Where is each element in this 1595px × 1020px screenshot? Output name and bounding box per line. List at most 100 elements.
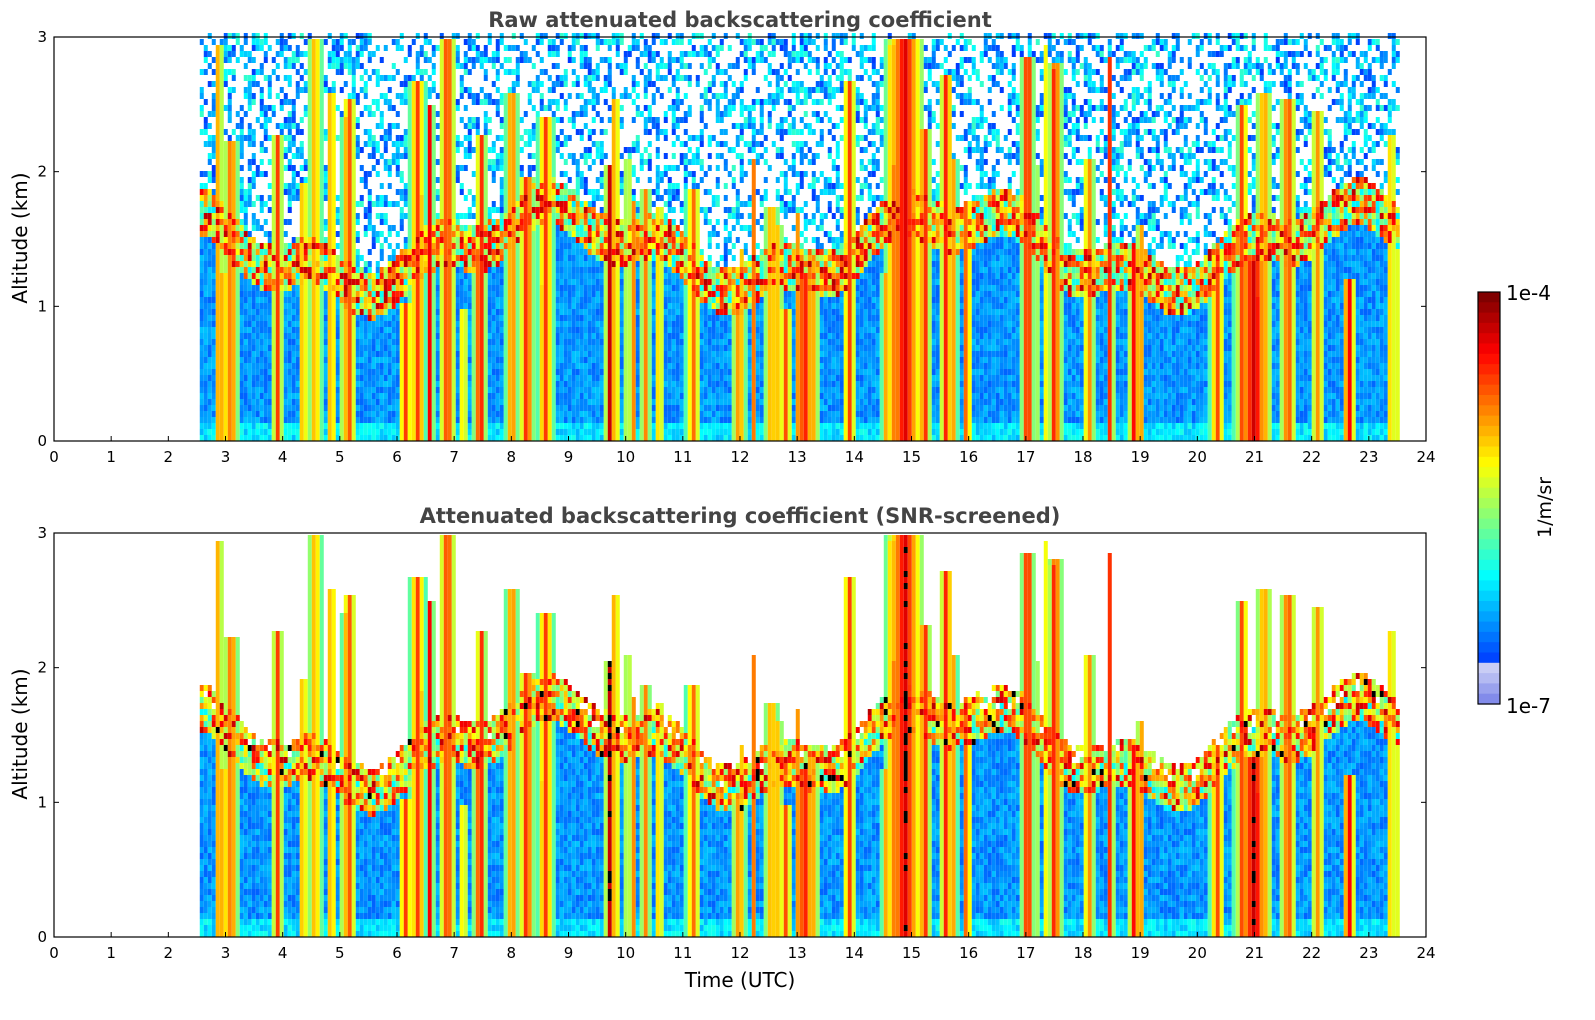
panel1-xtick-label: 13 (788, 448, 807, 466)
colorbar-segment (1478, 621, 1500, 633)
panel2-xtick-label: 23 (1359, 944, 1378, 962)
panel2-xtick-label: 4 (278, 944, 288, 962)
panel1-heatmap (199, 33, 1400, 441)
colorbar-segment (1478, 333, 1500, 345)
panel2-xtick-label: 3 (221, 944, 231, 962)
colorbar-segment (1478, 518, 1500, 530)
panel1-ytick-label: 1 (37, 297, 47, 315)
panel2-xtick-label: 1 (106, 944, 116, 962)
colorbar-segment (1478, 642, 1500, 654)
panel2-xtick-label: 13 (788, 944, 807, 962)
colorbar-segment (1478, 662, 1500, 674)
panel1-ytick-label: 2 (37, 163, 47, 181)
panel2-xtick-label: 10 (616, 944, 635, 962)
panel1-title: Raw attenuated backscattering coefficien… (54, 8, 1426, 32)
panel2-xtick-label: 0 (49, 944, 59, 962)
panel1-xtick-label: 14 (845, 448, 864, 466)
panel2-xtick-label: 21 (1245, 944, 1264, 962)
colorbar-segment (1478, 343, 1500, 355)
panel1-xtick-label: 11 (673, 448, 692, 466)
panel2-xtick-label: 19 (1131, 944, 1150, 962)
panel2-xtick-label: 16 (959, 944, 978, 962)
panel2-heatmap (199, 535, 1400, 937)
panel1-xtick-label: 10 (616, 448, 635, 466)
colorbar-segment (1478, 384, 1500, 396)
colorbar-segment (1478, 374, 1500, 386)
colorbar-segment (1478, 498, 1500, 509)
panel2-ytick-label: 3 (37, 524, 47, 542)
panel1-xtick-label: 18 (1073, 448, 1092, 466)
panel2-xtick-label: 8 (507, 944, 517, 962)
panel1-ytick-label: 3 (37, 28, 47, 46)
colorbar-segment (1478, 601, 1500, 612)
colorbar-segment (1478, 508, 1500, 520)
panel1-xtick-label: 9 (564, 448, 574, 466)
panel1-xtick-label: 23 (1359, 448, 1378, 466)
panel1-xtick-label: 20 (1188, 448, 1207, 466)
panel2-xtick-label: 22 (1302, 944, 1321, 962)
panel1-xtick-label: 5 (335, 448, 345, 466)
panel1-xtick-label: 16 (959, 448, 978, 466)
colorbar-segment (1478, 405, 1500, 417)
panel2-plot: 0 1 2 3 4 5 6 7 8 9 10 11 12 13 14 15 16 17 18 19 20 21 22 23 24… (37, 524, 1435, 962)
colorbar-segment (1478, 312, 1500, 324)
panel2-xtick-label: 11 (673, 944, 692, 962)
colorbar-segment (1478, 456, 1500, 468)
panel2-ytick-label: 1 (37, 793, 47, 811)
panel1-ytick-label: 0 (37, 432, 47, 450)
colorbar-segment (1478, 559, 1500, 571)
colorbar-segment (1478, 539, 1500, 551)
panel2-xtick-label: 15 (902, 944, 921, 962)
colorbar-frame (1477, 291, 1501, 705)
panel2-xtick-label: 6 (392, 944, 402, 962)
colorbar-segment (1478, 446, 1500, 458)
colorbar-segment (1478, 652, 1500, 664)
colorbar-segment (1478, 549, 1500, 561)
panel2-xtick-label: 20 (1188, 944, 1207, 962)
colorbar-min-label: 1e-7 (1506, 694, 1551, 718)
panel2-xtick-label: 24 (1416, 944, 1435, 962)
colorbar-segment (1478, 395, 1500, 406)
panel2-ytick-label: 2 (37, 659, 47, 677)
colorbar-unit-label: 1/m/sr (1534, 458, 1556, 538)
colorbar-segment (1478, 631, 1500, 643)
panel2-ytick-label: 0 (37, 928, 47, 946)
xaxis-label: Time (UTC) (54, 968, 1426, 992)
panel1-plot: 0 1 2 3 4 5 6 7 8 9 10 11 12 13 14 15 16 17 18 19 20 21 22 23 24… (37, 28, 1435, 466)
colorbar-segment (1478, 425, 1500, 437)
panel2-xtick-label: 18 (1073, 944, 1092, 962)
panel1-xtick-label: 2 (164, 448, 174, 466)
panel1-xtick-label: 1 (106, 448, 116, 466)
panel1-xtick-label: 17 (1016, 448, 1035, 466)
panel1-xtick-label: 8 (507, 448, 517, 466)
colorbar-segment (1478, 528, 1500, 540)
colorbar-segment (1478, 322, 1500, 334)
colorbar-segment (1478, 353, 1500, 365)
colorbar (1477, 291, 1501, 705)
colorbar-segment (1478, 673, 1500, 684)
colorbar-segment (1478, 580, 1500, 592)
panel1-xtick-label: 19 (1131, 448, 1150, 466)
colorbar-segment (1478, 683, 1500, 695)
panel1-xtick-label: 6 (392, 448, 402, 466)
panel1-xtick-label: 21 (1245, 448, 1264, 466)
panel1-xtick-label: 22 (1302, 448, 1321, 466)
colorbar-segment (1478, 477, 1500, 489)
colorbar-segment (1478, 302, 1500, 314)
colorbar-segment (1478, 693, 1500, 705)
panel1-xtick-label: 0 (49, 448, 59, 466)
colorbar-segment (1478, 590, 1500, 602)
panel2-xtick-label: 7 (449, 944, 459, 962)
panel2-xtick-label: 9 (564, 944, 574, 962)
colorbar-max-label: 1e-4 (1506, 281, 1551, 305)
colorbar-segment (1478, 292, 1500, 303)
colorbar-segment (1478, 611, 1500, 623)
panel1-xtick-label: 4 (278, 448, 288, 466)
panel1-xtick-label: 7 (449, 448, 459, 466)
colorbar-segment (1478, 570, 1500, 581)
panel2-xtick-label: 17 (1016, 944, 1035, 962)
colorbar-segment (1478, 415, 1500, 427)
panel2-xtick-label: 14 (845, 944, 864, 962)
panel2-title: Attenuated backscattering coefficient (S… (54, 504, 1426, 528)
panel2-xtick-label: 5 (335, 944, 345, 962)
